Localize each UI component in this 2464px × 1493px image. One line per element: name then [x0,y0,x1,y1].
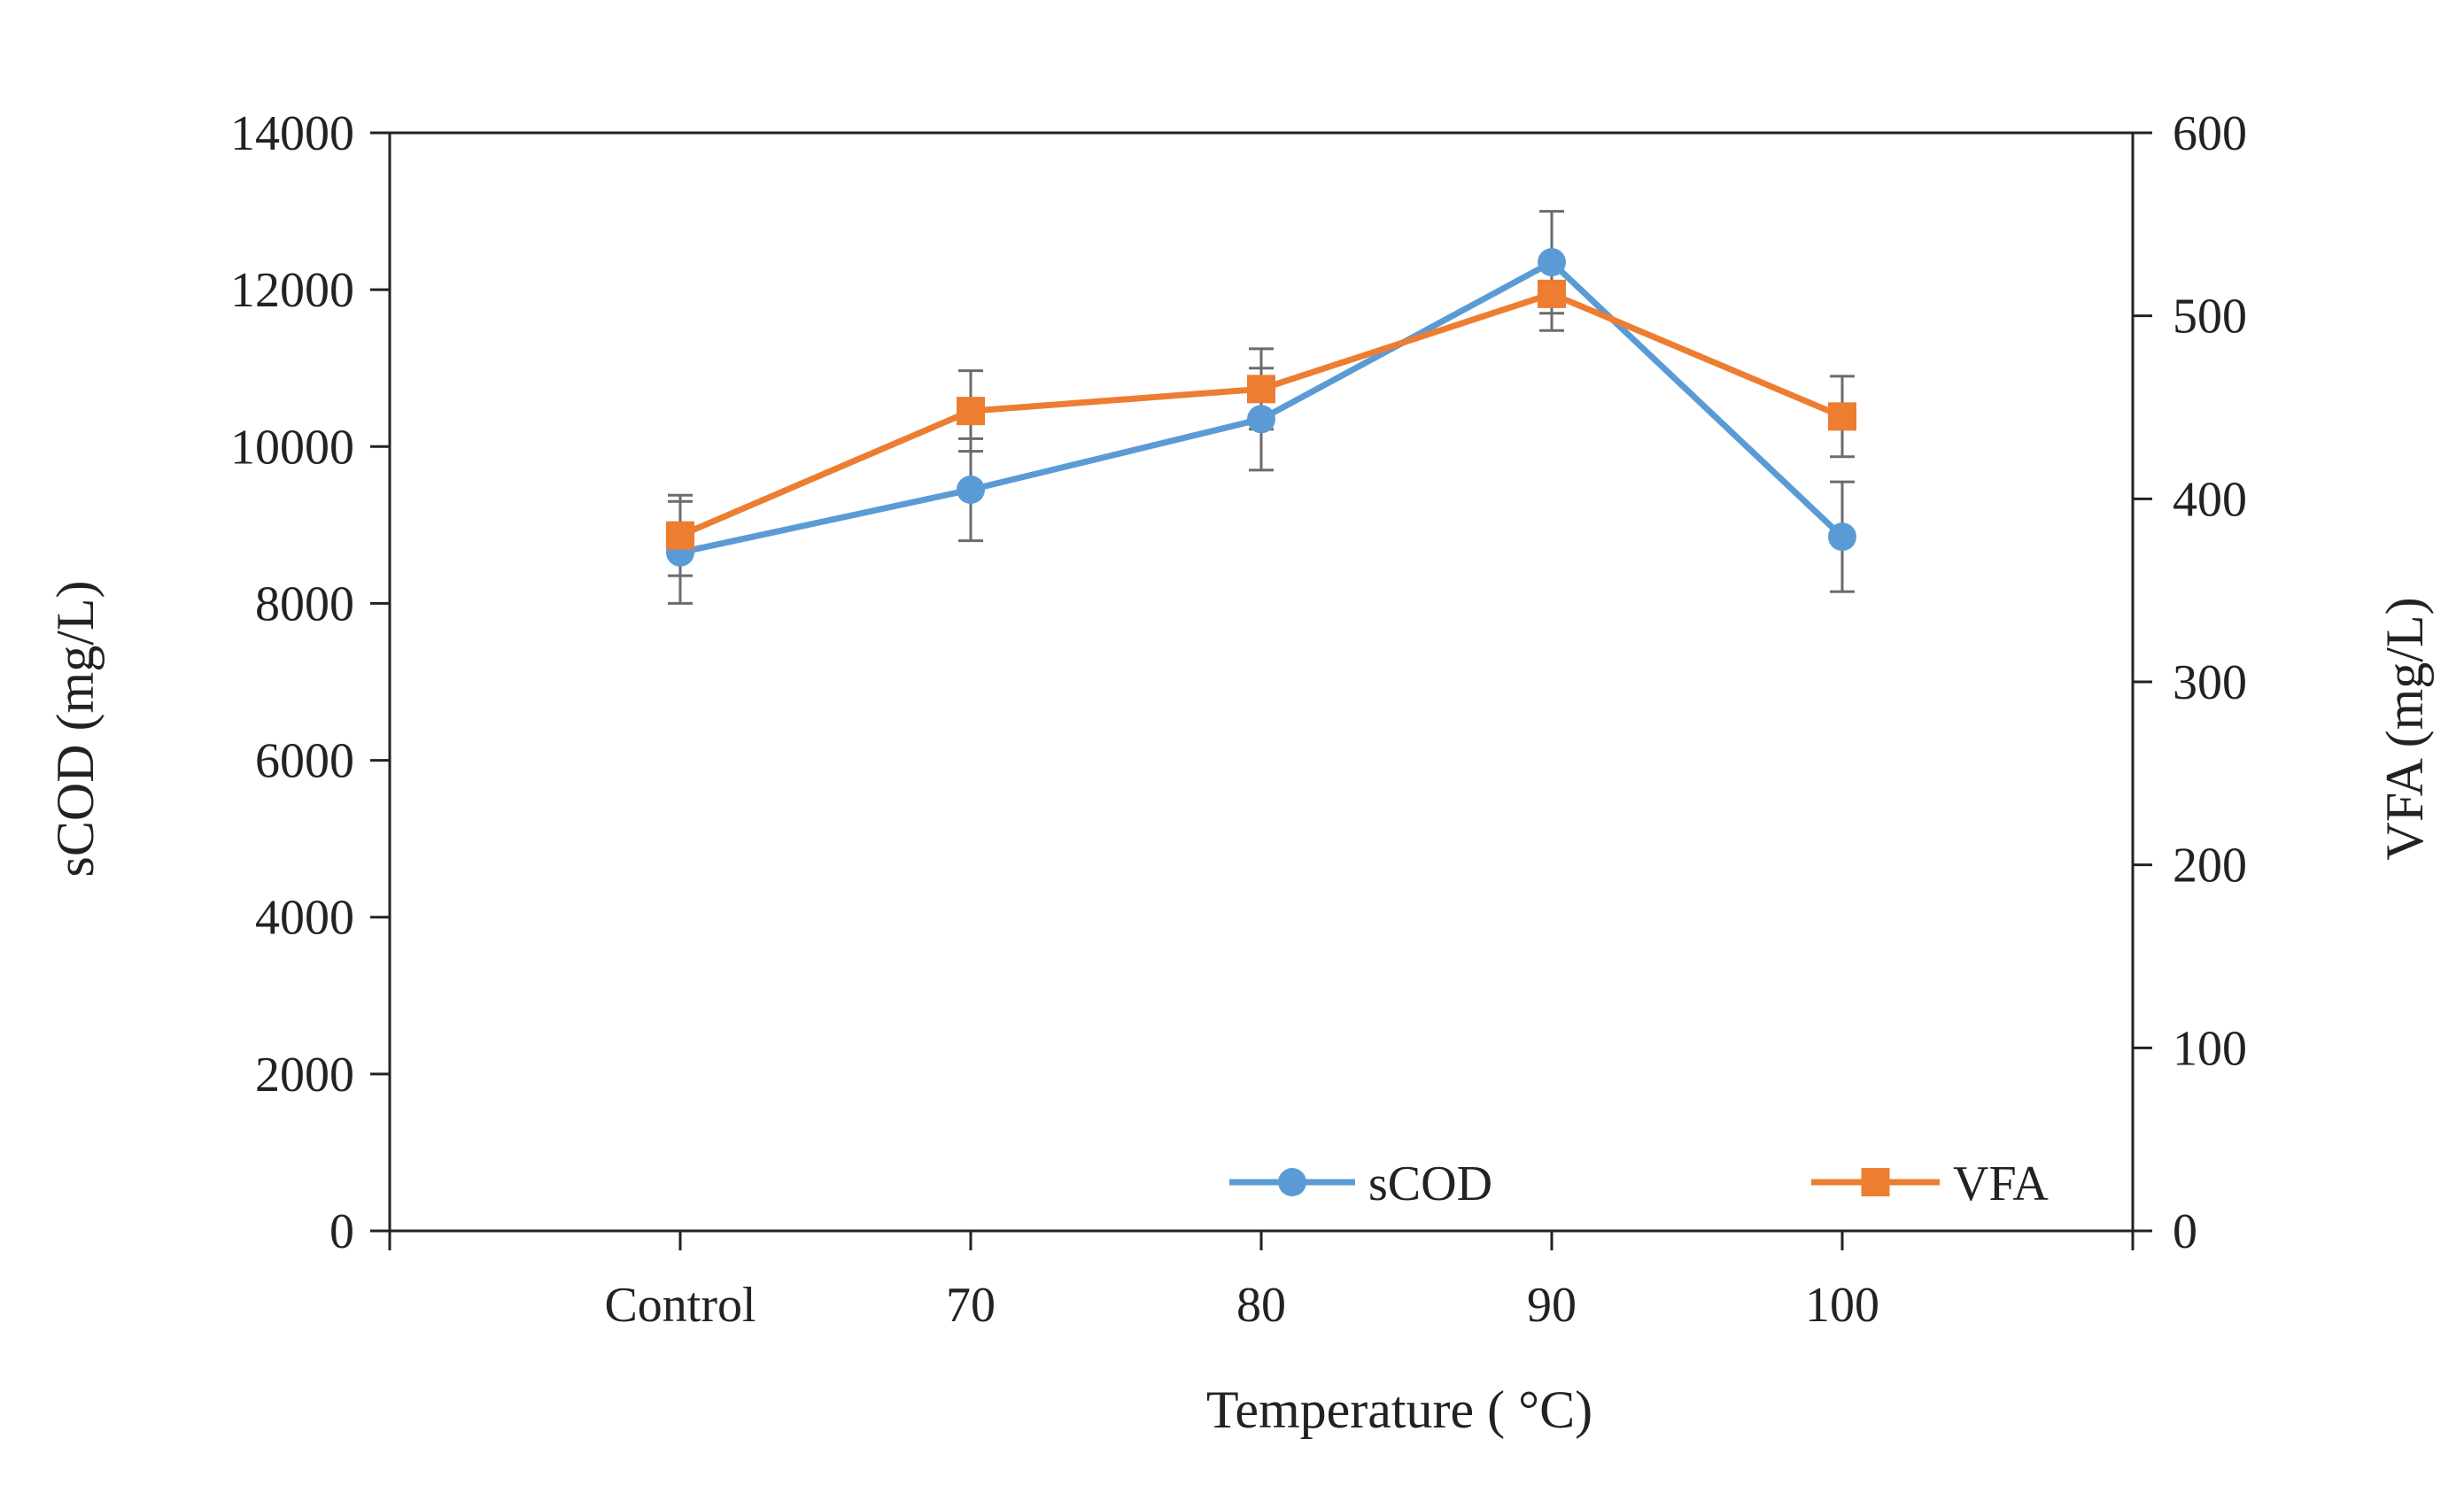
y-tick-label: 8000 [255,576,354,631]
x-tick-label: 70 [946,1278,996,1333]
axes [370,131,2152,1250]
y2-tick-label: 100 [2173,1021,2247,1076]
legend-vfa-marker [1861,1168,1890,1196]
y2-tick-label: 600 [2173,106,2247,161]
y2-axis-title: VFA (mg/L) [2375,597,2434,860]
vfa-point [666,521,694,550]
legend-vfa-label: VFA [1953,1156,2049,1211]
y2-tick-label: 200 [2173,839,2247,893]
x-tick-label: 90 [1527,1278,1577,1333]
x-tick-label: 80 [1236,1278,1286,1333]
tick-labels: 0 2000 4000 6000 8000 10000 12000 14000 0 100 200 3… [230,106,2247,1333]
x-tick-label: 100 [1805,1278,1879,1333]
y2-tick-label: 300 [2173,655,2247,710]
y-tick-label: 2000 [255,1048,354,1102]
y-axis-title: sCOD (mg/L) [46,581,105,878]
legend: sCOD VFA [1229,1156,2049,1211]
y-tick-label: 14000 [230,106,354,161]
y2-tick-label: 0 [2173,1204,2197,1259]
legend-scod-label: sCOD [1368,1156,1492,1211]
y-tick-label: 12000 [230,263,354,318]
scod-point [957,476,985,504]
vfa-point [1538,279,1566,308]
legend-scod-marker [1278,1168,1306,1196]
vfa-point [1247,375,1275,404]
y-tick-label: 0 [329,1204,354,1259]
y2-tick-label: 400 [2173,472,2247,527]
x-tick-label: Control [604,1278,755,1333]
y-tick-label: 10000 [230,420,354,475]
vfa-point [1828,402,1856,431]
vfa-point [957,397,985,426]
scod-point [1828,522,1856,552]
scod-point [1538,248,1566,277]
scod-point [1247,405,1275,434]
y-tick-label: 6000 [255,734,354,789]
y2-tick-label: 500 [2173,290,2247,344]
x-axis-title: Temperature ( °C) [1206,1381,1592,1439]
y-tick-label: 4000 [255,891,354,946]
series-markers [666,248,1856,567]
